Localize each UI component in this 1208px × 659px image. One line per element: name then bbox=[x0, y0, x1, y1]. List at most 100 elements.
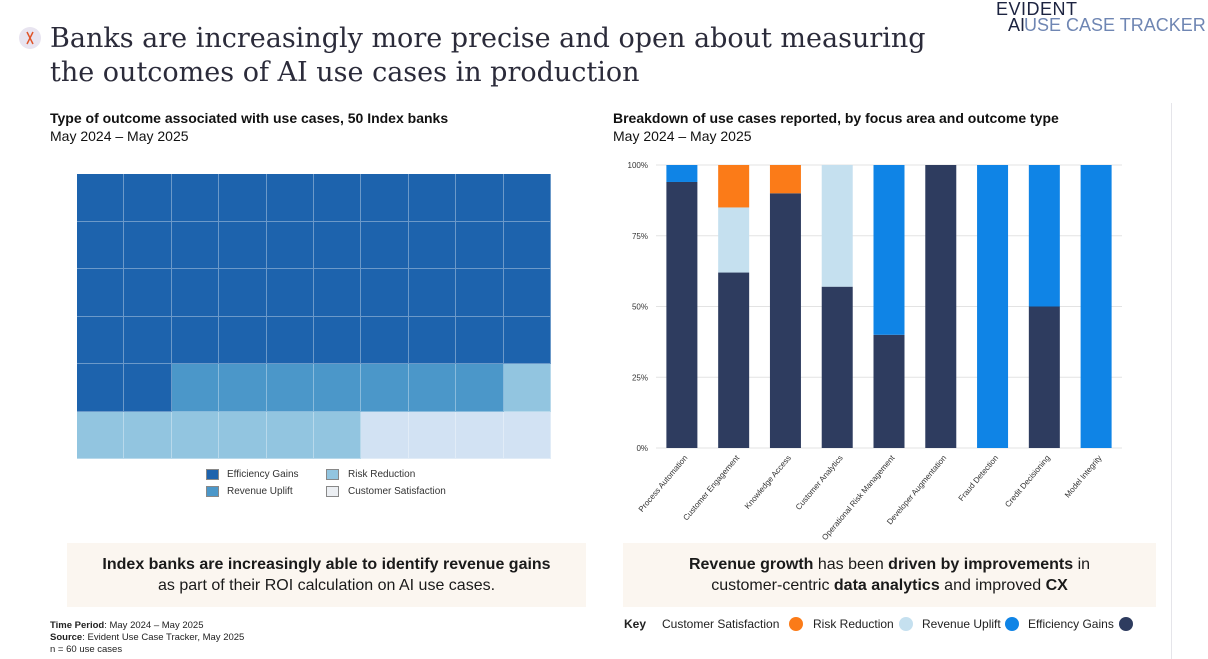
left-callout-bold: Index banks are increasingly able to ide… bbox=[102, 556, 551, 573]
waffle-cell-revenue bbox=[361, 364, 409, 412]
waffle-cell-efficiency bbox=[77, 221, 125, 269]
y-tick-label: 100% bbox=[628, 161, 648, 170]
bar-segment-bar_efficiency bbox=[666, 181, 698, 449]
waffle-cell-efficiency bbox=[124, 221, 172, 269]
waffle-cell-efficiency bbox=[266, 269, 314, 317]
waffle-cell-efficiency bbox=[503, 221, 551, 269]
waffle-cell-risk bbox=[314, 411, 362, 459]
right-chart-panel: Breakdown of use cases reported, by focu… bbox=[608, 103, 1172, 659]
x-tick-label: Customer Analytics bbox=[794, 454, 845, 512]
bar-segment-bar_risk bbox=[821, 165, 853, 287]
legend-swatch-risk bbox=[326, 469, 339, 480]
key-label: Key bbox=[624, 617, 647, 631]
bar-segment-bar_efficiency bbox=[718, 272, 750, 448]
waffle-cell-efficiency bbox=[408, 269, 457, 317]
waffle-cell-efficiency bbox=[361, 221, 409, 269]
waffle-cell-efficiency bbox=[314, 269, 362, 317]
right-chart-subtitle: May 2024 – May 2025 bbox=[613, 128, 752, 144]
waffle-cell-efficiency bbox=[124, 364, 172, 412]
callout-t1: has been bbox=[813, 556, 889, 573]
footer-n: n = 60 use cases bbox=[50, 644, 123, 655]
waffle-cell-efficiency bbox=[314, 174, 362, 222]
footer-source-value: : Evident Use Case Tracker, May 2025 bbox=[82, 632, 245, 643]
waffle-cell-efficiency bbox=[503, 269, 551, 317]
legend-swatch-efficiency bbox=[206, 469, 219, 480]
bar-segment-bar_efficiency bbox=[1028, 306, 1060, 448]
waffle-cell-efficiency bbox=[408, 174, 457, 222]
waffle-cell-satisfaction bbox=[456, 411, 504, 459]
logo-ai: AI bbox=[1008, 15, 1026, 35]
waffle-cell-efficiency bbox=[314, 316, 362, 364]
waffle-cell-efficiency bbox=[77, 364, 125, 412]
waffle-cell-revenue bbox=[219, 364, 267, 412]
footer-time-value: : May 2024 – May 2025 bbox=[104, 620, 204, 631]
waffle-cell-efficiency bbox=[266, 316, 314, 364]
left-callout: Index banks are increasingly able to ide… bbox=[67, 543, 586, 607]
right-callout-line1: Revenue growth has been driven by improv… bbox=[623, 554, 1156, 575]
x-tick-label: Process Automation bbox=[637, 454, 690, 514]
waffle-cell-efficiency bbox=[219, 316, 267, 364]
legend-swatch-revenue bbox=[206, 486, 219, 497]
waffle-cell-efficiency bbox=[361, 174, 409, 222]
bar-segment-bar_satisfaction bbox=[769, 165, 801, 194]
logo-evident: EVIDENT bbox=[996, 0, 1078, 19]
x-tick-label: Knowledge Access bbox=[743, 454, 793, 511]
bar-segment-bar_satisfaction bbox=[718, 165, 750, 208]
left-chart-subtitle: May 2024 – May 2025 bbox=[50, 128, 189, 144]
waffle-cell-revenue bbox=[266, 364, 314, 412]
x-tick-label: Fraud Detection bbox=[957, 454, 1000, 503]
waffle-cell-efficiency bbox=[266, 221, 314, 269]
evident-logo: EVIDENT AI USE CASE TRACKER bbox=[996, 0, 1208, 40]
y-tick-label: 25% bbox=[632, 373, 648, 382]
waffle-cell-efficiency bbox=[77, 316, 125, 364]
waffle-cell-efficiency bbox=[124, 316, 172, 364]
waffle-cell-efficiency bbox=[124, 269, 172, 317]
right-chart-title: Breakdown of use cases reported, by focu… bbox=[613, 110, 1059, 126]
waffle-cell-revenue bbox=[456, 364, 504, 412]
key-efficiency-dot bbox=[1119, 617, 1133, 631]
bar-segment-bar_revenue bbox=[1080, 165, 1112, 448]
callout-b4: CX bbox=[1045, 577, 1068, 594]
key-risk-label: Risk Reduction bbox=[813, 617, 894, 631]
bar-segment-bar_revenue bbox=[666, 165, 698, 182]
left-callout-rest: as part of their ROI calculation on AI u… bbox=[157, 577, 496, 594]
waffle-cell-efficiency bbox=[266, 174, 314, 222]
bar-segment-bar_revenue bbox=[1028, 165, 1060, 307]
waffle-cell-efficiency bbox=[124, 174, 172, 222]
y-tick-label: 75% bbox=[632, 232, 648, 241]
waffle-cell-efficiency bbox=[219, 221, 267, 269]
callout-b1: Revenue growth bbox=[688, 556, 814, 573]
waffle-cell-efficiency bbox=[171, 174, 220, 222]
pencil-icon bbox=[19, 27, 41, 49]
x-tick-label: Developer Augmentation bbox=[885, 454, 948, 527]
key-revenue-dot bbox=[1005, 617, 1019, 631]
waffle-cell-revenue bbox=[314, 364, 362, 412]
right-callout-line2: customer-centric data analytics and impr… bbox=[623, 575, 1156, 596]
waffle-cell-efficiency bbox=[219, 174, 267, 222]
waffle-cell-risk bbox=[124, 411, 172, 459]
key-risk-dot bbox=[899, 617, 913, 631]
bar-segment-bar_risk bbox=[718, 207, 750, 273]
waffle-cell-efficiency bbox=[171, 221, 220, 269]
stacked-bar-chart: 0%25%50%75%100%Process AutomationCustome… bbox=[628, 161, 1122, 542]
bar-segment-bar_efficiency bbox=[821, 286, 853, 448]
y-tick-label: 50% bbox=[632, 303, 648, 312]
key-revenue-label: Revenue Uplift bbox=[922, 617, 1001, 631]
waffle-cell-satisfaction bbox=[408, 411, 457, 459]
waffle-cell-efficiency bbox=[361, 316, 409, 364]
waffle-cell-risk bbox=[503, 364, 551, 412]
footer-time: Time Period: May 2024 – May 2025 bbox=[50, 620, 244, 632]
legend-satisfaction: Customer Satisfaction bbox=[348, 486, 446, 497]
bar-segment-bar_efficiency bbox=[873, 334, 905, 448]
bar-segment-bar_efficiency bbox=[769, 193, 801, 448]
waffle-cell-efficiency bbox=[503, 174, 551, 222]
footer-time-label: Time Period bbox=[50, 620, 105, 631]
key-satisfaction-dot bbox=[789, 617, 803, 631]
bar-chart-key: Key Customer Satisfaction Risk Reduction… bbox=[624, 616, 1164, 632]
waffle-cell-efficiency bbox=[408, 316, 457, 364]
legend-risk: Risk Reduction bbox=[348, 469, 416, 480]
waffle-cell-risk bbox=[171, 411, 220, 459]
waffle-cell-revenue bbox=[171, 364, 220, 412]
logo-tracker: USE CASE TRACKER bbox=[1024, 15, 1206, 35]
callout-t3: customer-centric bbox=[711, 577, 834, 594]
